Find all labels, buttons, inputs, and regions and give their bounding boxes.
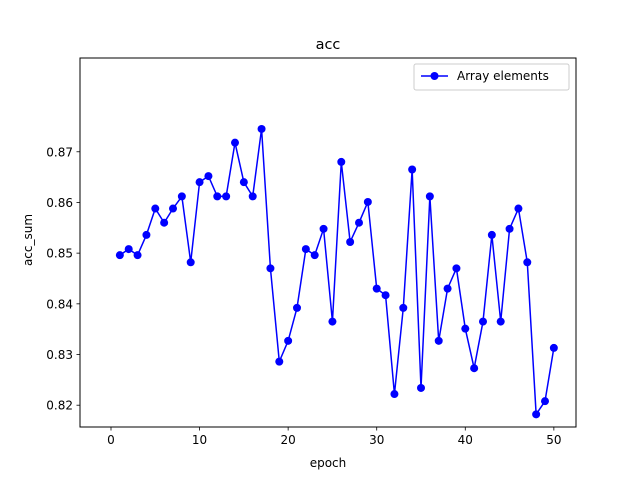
data-point [257,124,266,133]
data-point [301,245,310,254]
data-point [390,390,399,399]
data-point [124,245,133,254]
y-tick-label: 0.86 [46,196,73,210]
y-tick-label: 0.84 [46,297,73,311]
data-point [523,258,532,267]
x-axis-label: epoch [310,456,347,470]
data-point [408,165,417,174]
x-tick-label: 40 [458,433,473,447]
data-point [239,178,248,187]
data-point [496,317,505,326]
data-point [310,251,319,260]
data-point [514,204,523,213]
data-point [328,317,337,326]
legend-box [413,63,570,91]
data-point [133,251,142,260]
data-point [363,197,372,206]
data-point [115,251,124,260]
legend-label: Array elements [457,69,549,83]
data-point [284,336,293,345]
data-point [151,204,160,213]
data-point [186,258,195,267]
data-point [417,383,425,392]
x-tick-label: 30 [369,433,384,447]
data-point [479,317,487,326]
data-point [231,138,239,147]
y-axis-label: acc_sum [21,214,35,266]
data-point [532,410,541,419]
x-tick-label: 0 [107,433,115,447]
chart-title: acc [316,37,341,53]
data-point [160,218,169,227]
data-point [275,357,284,366]
data-point [443,284,452,293]
legend-marker-swatch [430,72,439,80]
legend: Array elements [413,63,570,91]
data-point [399,303,408,312]
y-tick-label: 0.83 [46,348,73,362]
data-point [213,192,222,201]
data-point [470,364,479,373]
data-point [319,224,328,233]
data-point [204,172,213,181]
x-tick-label: 20 [281,433,296,447]
y-tick-label: 0.85 [46,247,73,261]
data-point [381,291,390,300]
data-point [425,192,434,201]
data-point [461,324,470,333]
data-point [142,230,151,239]
y-axis: 0.82 0.83 0.84 0.85 0.86 0.87 [46,145,80,413]
data-point [248,192,257,201]
x-tick-label: 10 [192,433,207,447]
data-point [195,178,204,187]
data-point [169,204,177,213]
y-tick-label: 0.82 [46,399,73,413]
y-tick-label: 0.87 [46,145,73,159]
data-point [222,192,231,201]
data-point [266,264,275,273]
data-point [452,264,461,273]
data-point [541,397,549,406]
data-point [434,336,443,345]
data-point [505,224,514,233]
data-point [346,237,355,246]
plot-frame [79,57,577,428]
data-point [337,157,346,166]
series-line-0 [119,128,555,416]
x-tick-label: 50 [546,433,561,447]
data-point [293,303,301,312]
x-axis: 0 10 20 30 40 50 [107,427,561,447]
data-point [177,192,186,201]
data-point [355,218,363,227]
plot-area [79,57,577,428]
data-point [372,284,381,293]
data-point [549,343,558,352]
data-point [487,230,496,239]
